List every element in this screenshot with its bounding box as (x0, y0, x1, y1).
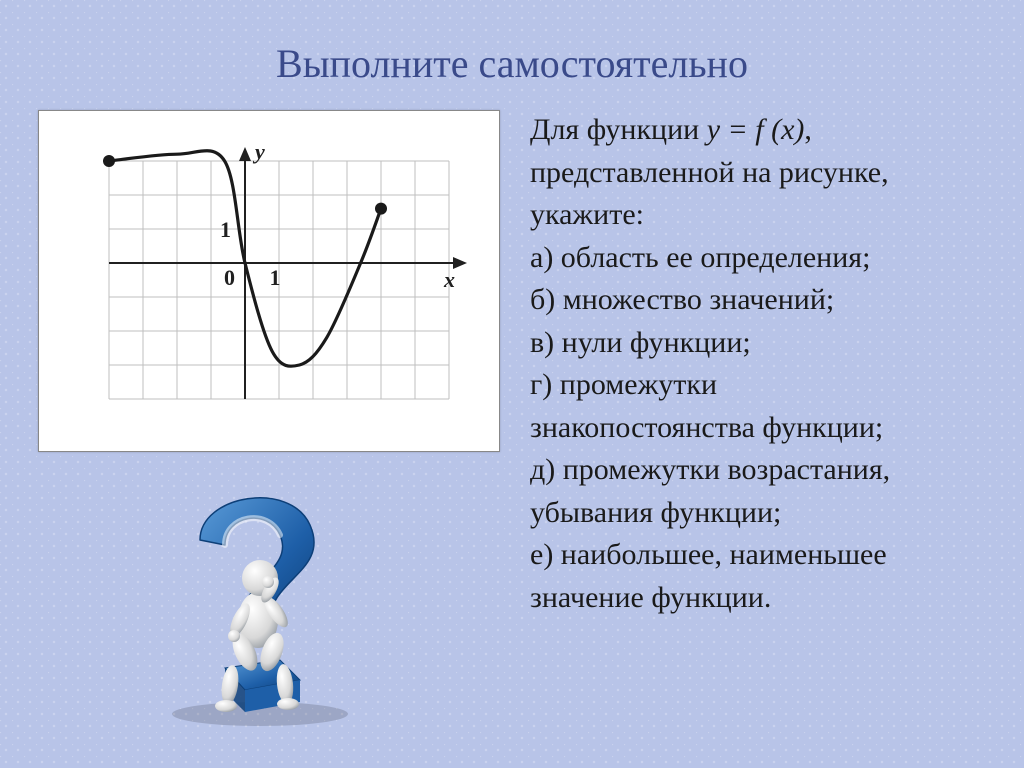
svg-text:1: 1 (270, 265, 281, 290)
question-mark-figure-icon (130, 470, 390, 730)
svg-text:x: x (443, 267, 455, 292)
prompt-prefix: Для функции (530, 113, 707, 146)
slide-title: Выполните самостоятельно (0, 40, 1024, 87)
item-e2: убывания функции; (530, 493, 1000, 534)
item-d: г) промежутки (530, 365, 1000, 406)
svg-text:1: 1 (220, 217, 231, 242)
item-a: а) область ее определения; (530, 238, 1000, 279)
item-b: б) множество значений; (530, 280, 1000, 321)
prompt-line3: укажите: (530, 195, 1000, 236)
graph-panel: 1 1 0 y x (38, 110, 500, 452)
item-d2: знакопостоянства функции; (530, 408, 1000, 449)
prompt-suffix: , (804, 113, 812, 146)
svg-text:0: 0 (224, 265, 235, 290)
function-graph: 1 1 0 y x (39, 111, 499, 451)
item-f2: значение функции. (530, 578, 1000, 619)
item-f: е) наибольшее, наименьшее (530, 535, 1000, 576)
function-formula: y = f (x) (707, 113, 805, 146)
item-e: д) промежутки возрастания, (530, 450, 1000, 491)
task-text: Для функции y = f (x), представленной на… (530, 110, 1000, 620)
prompt-line2: представленной на рисунке, (530, 153, 1000, 194)
svg-text:y: y (252, 139, 265, 164)
item-c: в) нули функции; (530, 323, 1000, 364)
